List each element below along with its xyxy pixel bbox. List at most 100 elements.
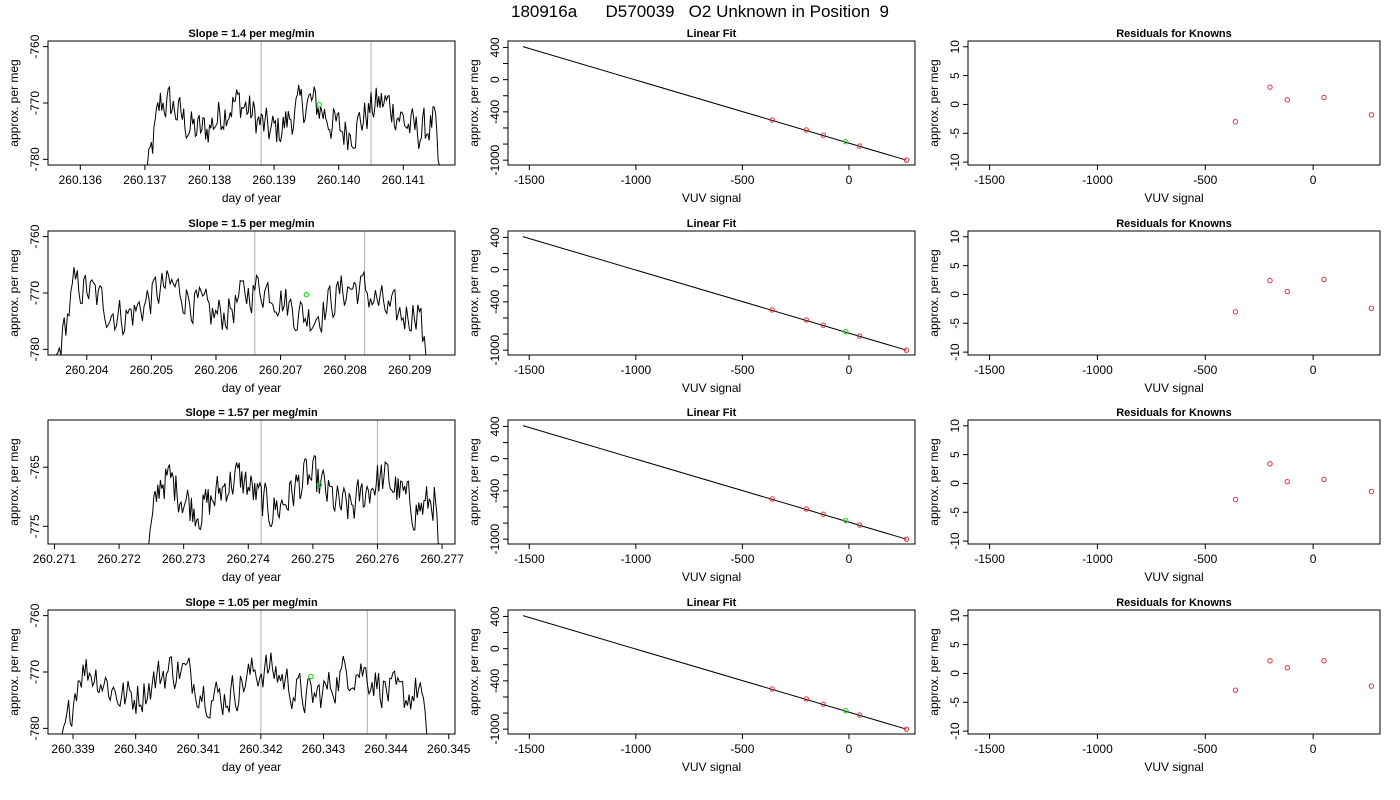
r1-residuals-ytick-label: 0 <box>948 101 962 108</box>
r3-time-series-xtick-label: 260.277 <box>420 552 464 566</box>
r3-time-series-xlabel: day of year <box>222 570 281 584</box>
r3-residuals-residual-point <box>1284 479 1290 485</box>
r1-time-series-frame <box>47 40 456 166</box>
r2-linear-fit-xtick-label: -1000 <box>621 363 652 377</box>
r3-linear-fit-ytick-label: 0 <box>488 455 502 462</box>
r2-linear-fit-known-point <box>820 322 827 328</box>
r1-residuals-xtick-label: -500 <box>1193 173 1217 187</box>
r2-residuals-xtick-label: 0 <box>1310 363 1317 377</box>
r4-linear-fit-xtick-label: -1000 <box>621 742 652 756</box>
r4-residuals-xtick-label: -1000 <box>1082 742 1113 756</box>
r1-linear-fit-xtick-label: -500 <box>730 173 754 187</box>
r1-time-series-unknown-point <box>316 101 323 108</box>
r3-linear-fit-xtick-label: -1500 <box>514 552 545 566</box>
r3-residuals-residual-point <box>1321 476 1327 483</box>
r3-linear-fit-unknown-point <box>842 517 849 524</box>
r3-linear-fit-known-point <box>820 511 827 517</box>
r1-residuals-xlabel: VUV signal <box>1144 191 1203 205</box>
r2-linear-fit-known-point <box>769 307 775 313</box>
r2-linear-fit-xtick-label: -1500 <box>514 363 545 377</box>
r2-time-series-ytick-label: -760 <box>28 224 42 248</box>
r2-linear-fit-ytick-label: -1000 <box>488 335 502 366</box>
r1-time-series-xtick-label: 260.136 <box>59 173 103 187</box>
r2-time-series-title: Slope = 1.5 per meg/min <box>188 218 315 230</box>
r2-time-series-xtick-label: 260.209 <box>388 363 432 377</box>
r4-residuals-frame <box>967 609 1381 735</box>
r1-linear-fit-title: Linear Fit <box>687 28 737 40</box>
r3-residuals-xlabel: VUV signal <box>1144 570 1203 584</box>
r2-time-series-xlabel: day of year <box>222 381 281 395</box>
r4-linear-fit-unknown-point <box>842 707 849 714</box>
r3-time-series-ytick-label: -775 <box>28 514 42 538</box>
r1-linear-fit-xtick-label: 0 <box>846 173 853 187</box>
r3-residuals-ytick-label: 10 <box>948 419 962 433</box>
r1-time-series-trace <box>144 84 443 166</box>
r4-time-series-xtick-label: 260.342 <box>239 742 283 756</box>
r4-time-series-ytick-label: -780 <box>28 716 42 740</box>
r1-residuals-residual-point <box>1368 112 1375 118</box>
r3-residuals-xtick-label: 0 <box>1310 552 1317 566</box>
r2-residuals-ytick-label: 10 <box>948 230 962 244</box>
r4-residuals-residual-point <box>1232 687 1239 693</box>
r1-linear-fit-xtick-label: -1500 <box>514 173 545 187</box>
r3-time-series-xtick-label: 260.271 <box>33 552 77 566</box>
r4-residuals-ytick-label: 10 <box>948 609 962 623</box>
r3-residuals-residual-point <box>1368 488 1375 495</box>
r1-linear-fit-frame <box>507 40 916 166</box>
r3-time-series-title: Slope = 1.57 per meg/min <box>185 407 318 419</box>
r2-time-series-unknown-point <box>303 291 310 298</box>
r4-residuals-xtick-label: 0 <box>1310 742 1317 756</box>
r4-residuals-title: Residuals for Knowns <box>1116 597 1232 609</box>
page-title: 180916a D570039 O2 Unknown in Position 9 <box>510 2 890 21</box>
r3-linear-fit-ytick-label: -1000 <box>488 524 502 555</box>
r1-linear-fit-ytick-label: -1000 <box>488 145 502 176</box>
r2-linear-fit-ytick-label: 0 <box>488 266 502 273</box>
r1-residuals-xtick-label: 0 <box>1310 173 1317 187</box>
r1-residuals-ytick-label: -5 <box>948 128 962 139</box>
r1-linear-fit-known-point <box>769 117 775 123</box>
r4-linear-fit-ytick-label: -1000 <box>488 714 502 745</box>
r1-linear-fit-xlabel: VUV signal <box>682 191 741 205</box>
r4-time-series-title: Slope = 1.05 per meg/min <box>185 597 318 609</box>
r2-linear-fit-ylabel: approx. per meg <box>467 249 481 336</box>
r4-linear-fit-ytick-label: 0 <box>488 645 502 652</box>
r4-linear-fit-known-point <box>856 712 863 718</box>
r1-time-series-ytick-label: -780 <box>28 147 42 171</box>
r1-linear-fit-known-point <box>903 157 910 163</box>
r4-residuals-residual-point <box>1284 664 1290 671</box>
r3-linear-fit-ytick-label: 400 <box>488 416 502 436</box>
r4-linear-fit-xtick-label: 0 <box>846 742 853 756</box>
r3-linear-fit-ylabel: approx. per meg <box>467 438 481 525</box>
r3-linear-fit-known-point <box>856 522 863 528</box>
r1-linear-fit-known-point <box>856 143 863 149</box>
r3-linear-fit-xtick-label: -1000 <box>621 552 652 566</box>
r2-linear-fit-known-point <box>903 347 910 353</box>
r2-residuals-xtick-label: -500 <box>1193 363 1217 377</box>
r2-time-series-ylabel: approx. per meg <box>7 249 21 336</box>
r3-residuals-residual-point <box>1267 461 1273 467</box>
r2-linear-fit-xtick-label: -500 <box>730 363 754 377</box>
r3-time-series-frame <box>47 419 456 545</box>
r2-time-series-xtick-label: 260.205 <box>130 363 174 377</box>
r4-time-series-ylabel: approx. per meg <box>7 628 21 715</box>
r4-linear-fit-xtick-label: -500 <box>730 742 754 756</box>
r1-residuals-ytick-label: -10 <box>948 153 962 171</box>
r3-linear-fit-known-point <box>903 536 910 542</box>
r4-residuals-ylabel: approx. per meg <box>927 628 941 715</box>
r4-linear-fit-known-point <box>820 701 827 707</box>
r1-time-series-xtick-label: 260.137 <box>123 173 167 187</box>
r1-time-series-xlabel: day of year <box>222 191 281 205</box>
r2-residuals-ytick-label: -5 <box>948 318 962 329</box>
r2-residuals-ytick-label: 5 <box>948 262 962 269</box>
r4-residuals-residual-point <box>1321 658 1327 664</box>
r3-linear-fit-fit-line <box>522 425 907 540</box>
r3-residuals-xtick-label: -1500 <box>974 552 1005 566</box>
r1-residuals-xtick-label: -1000 <box>1082 173 1113 187</box>
r2-linear-fit-unknown-point <box>842 328 849 335</box>
r4-time-series-xtick-label: 260.340 <box>114 742 158 756</box>
r3-time-series-trace <box>144 455 443 545</box>
r1-residuals-residual-point <box>1267 84 1273 90</box>
r3-time-series-xtick-label: 260.273 <box>162 552 206 566</box>
r2-linear-fit-frame <box>507 230 916 356</box>
